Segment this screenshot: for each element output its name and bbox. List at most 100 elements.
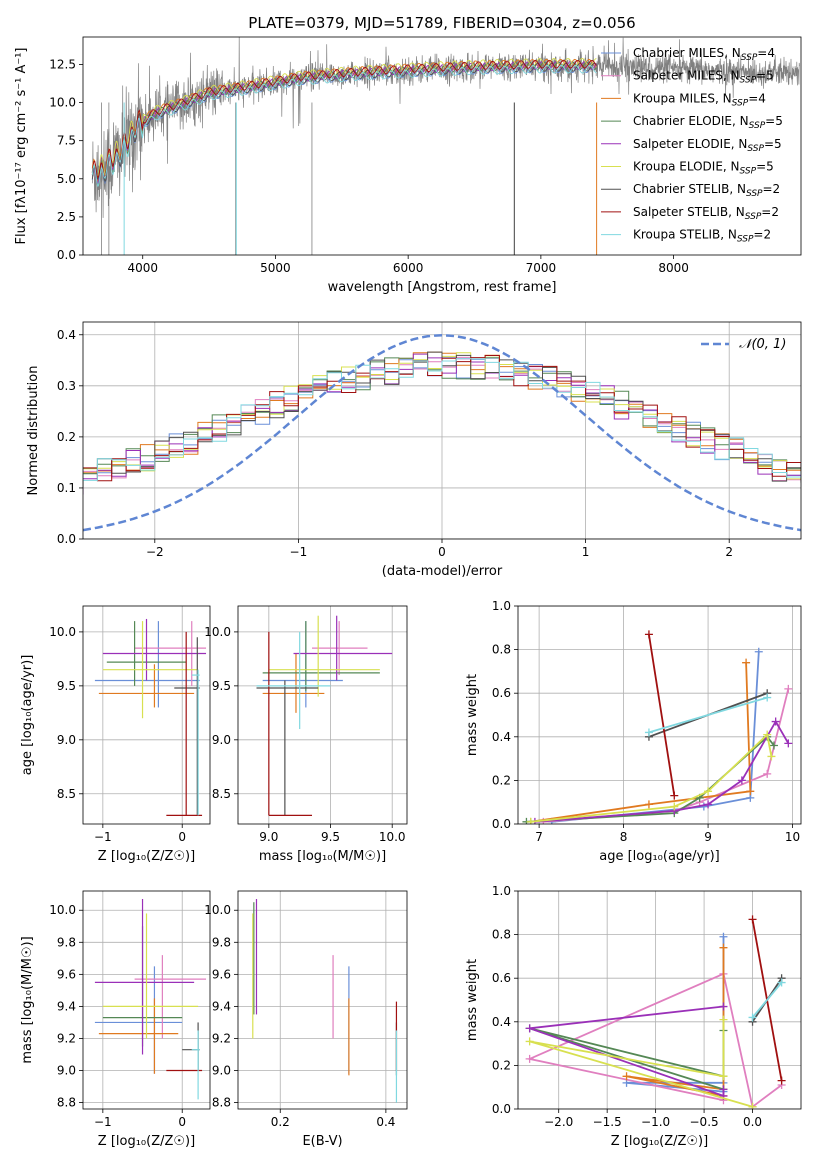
- y-tick-label: 12.5: [49, 57, 76, 71]
- weight-marker: [754, 647, 763, 656]
- legend-entry: Chabrier ELODIE, NSSP=5: [633, 114, 783, 131]
- y-tick-label: 0.0: [492, 817, 511, 831]
- weight-marker: [784, 684, 793, 693]
- weight-marker: [525, 1054, 534, 1063]
- x-tick-label: 1: [582, 545, 590, 559]
- weight-marker: [719, 1085, 728, 1094]
- weight-marker: [763, 769, 772, 778]
- legend-subscript: SSP: [737, 235, 754, 245]
- legend-text: Kroupa ELODIE, N: [633, 160, 740, 174]
- y-tick-label: 10.0: [204, 625, 231, 639]
- legend-text: Chabrier MILES, N: [633, 46, 741, 60]
- weight-marker: [644, 630, 653, 639]
- legend-subscript: SSP: [746, 189, 763, 199]
- legend-text: Salpeter ELODIE, N: [633, 137, 747, 151]
- y-tick-label: 9.8: [212, 935, 231, 949]
- x-tick-label: 2: [725, 545, 733, 559]
- legend-entry: Salpeter ELODIE, NSSP=5: [633, 137, 782, 154]
- age-vs-mass-plot-area: [238, 606, 407, 824]
- weight-marker: [777, 1076, 786, 1085]
- y-tick-label: 0.2: [492, 1058, 511, 1072]
- weight-line: [530, 732, 773, 823]
- x-tick-label: 0.2: [271, 1115, 290, 1129]
- mass-vs-EBV-plot-area: [238, 891, 407, 1109]
- x-tick-label: 10: [785, 830, 800, 844]
- y-tick-label: 0.8: [492, 643, 511, 657]
- x-axis-label: Z [log₁₀(Z/Z☉)]: [611, 1134, 708, 1149]
- y-tick-label: 0.4: [57, 328, 76, 342]
- y-tick-label: 8.5: [57, 787, 76, 801]
- legend-entry: Chabrier STELIB, NSSP=2: [633, 182, 780, 199]
- legend-text: =5: [756, 69, 774, 83]
- weight-marker: [746, 787, 755, 796]
- legend-entry: Salpeter MILES, NSSP=5: [633, 69, 774, 86]
- legend-text: =2: [763, 182, 781, 196]
- y-tick-label: 9.6: [57, 967, 76, 981]
- legend-entry: Salpeter STELIB, NSSP=2: [633, 205, 779, 222]
- x-tick-label: 9: [704, 830, 712, 844]
- legend-text: Salpeter MILES, N: [633, 69, 740, 83]
- x-tick-label: 6000: [393, 261, 424, 275]
- legend-text: Salpeter STELIB, N: [633, 205, 745, 219]
- y-tick-label: 8.5: [212, 787, 231, 801]
- weight-marker: [644, 728, 653, 737]
- axes-frame: [517, 605, 802, 825]
- x-tick-label: −2: [146, 545, 164, 559]
- x-tick-label: 5000: [260, 261, 291, 275]
- y-tick-label: 0.2: [492, 773, 511, 787]
- legend-text: Kroupa STELIB, N: [633, 228, 737, 242]
- x-tick-label: 10.0: [379, 830, 406, 844]
- legend-text: =2: [753, 228, 771, 242]
- x-tick-label: 8: [620, 830, 628, 844]
- y-tick-label: 0.1: [57, 481, 76, 495]
- legend-text: =2: [761, 205, 779, 219]
- weight-marker: [670, 791, 679, 800]
- axes-frame: [82, 36, 802, 256]
- y-tick-label: 1.0: [492, 599, 511, 613]
- x-tick-label: 0: [178, 830, 186, 844]
- y-tick-label: 8.8: [212, 1096, 231, 1110]
- legend-entry: Kroupa MILES, NSSP=4: [633, 91, 766, 108]
- weight-marker: [748, 915, 757, 924]
- weight-marker: [748, 1013, 757, 1022]
- y-tick-label: 9.0: [57, 733, 76, 747]
- x-tick-label: −1.5: [593, 1115, 622, 1129]
- weight-line: [534, 719, 790, 823]
- y-axis-label: Flux [fλ10⁻¹⁷ erg cm⁻² s⁻¹ A⁻¹]: [14, 48, 29, 245]
- model-spectrum: [91, 59, 597, 179]
- weight-line: [648, 696, 768, 734]
- legend-text: =4: [748, 91, 766, 105]
- weight-marker: [670, 802, 679, 811]
- y-tick-label: 5.0: [57, 172, 76, 186]
- y-tick-label: 9.2: [57, 1031, 76, 1045]
- y-tick-label: 9.0: [212, 1064, 231, 1078]
- y-tick-label: 0.0: [57, 532, 76, 546]
- x-tick-label: −1: [290, 545, 308, 559]
- y-tick-label: 9.4: [57, 999, 76, 1013]
- spectrum-panel: PLATE=0379, MJD=51789, FIBERID=0304, z=0…: [14, 14, 802, 295]
- x-tick-label: 0: [438, 545, 446, 559]
- weight-marker: [719, 1002, 728, 1011]
- mass-vs-Z-plot-area: [83, 891, 210, 1109]
- weight-marker: [771, 717, 780, 726]
- weight-marker: [719, 1015, 728, 1024]
- legend-text: =5: [764, 137, 782, 151]
- x-axis-label: E(B-V): [302, 1134, 342, 1149]
- legend-subscript: SSP: [745, 212, 762, 222]
- legend-subscript: SSP: [741, 53, 758, 63]
- x-tick-label: −1.0: [641, 1115, 670, 1129]
- weight-marker: [767, 752, 776, 761]
- weight-marker: [748, 1102, 757, 1109]
- x-tick-label: 7: [535, 830, 543, 844]
- weight-marker: [704, 800, 713, 809]
- model-spectrum: [91, 64, 597, 185]
- axes-frame: [517, 890, 802, 1110]
- weight-marker: [719, 932, 728, 941]
- weight-line: [751, 982, 783, 1018]
- legend-entry: Kroupa STELIB, NSSP=2: [633, 228, 771, 245]
- axes-frame: [237, 605, 408, 825]
- legend-subscript: SSP: [749, 121, 766, 131]
- y-tick-label: 9.4: [212, 999, 231, 1013]
- weight-marker: [763, 730, 772, 739]
